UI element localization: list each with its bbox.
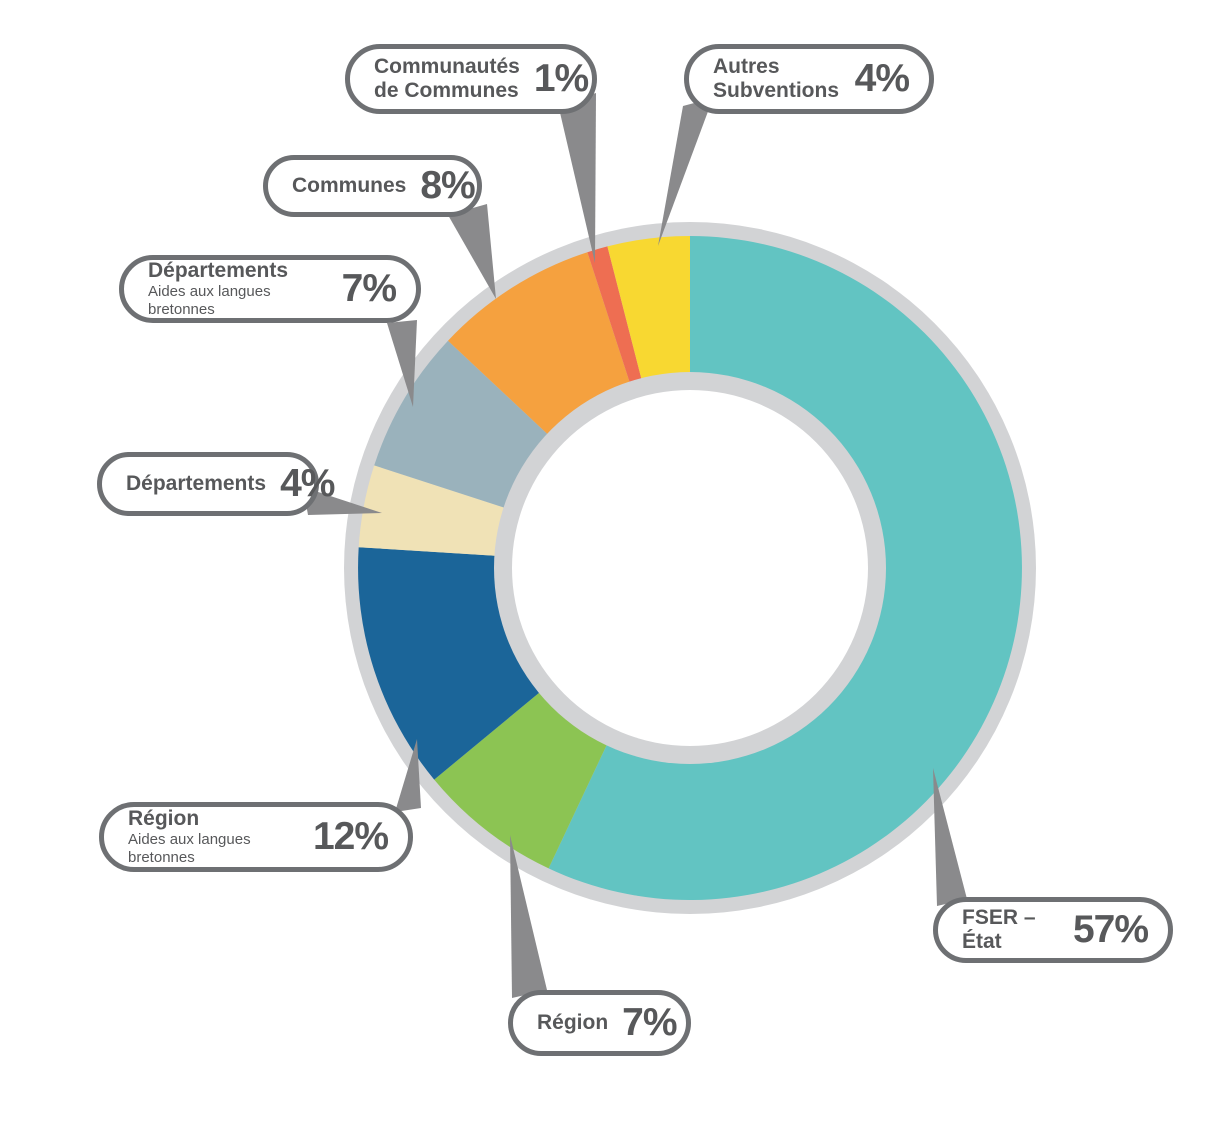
bubble-percent: 7% [341, 267, 397, 310]
bubble-sublabel: Aides aux langues bretonnes [148, 282, 271, 318]
bubble-label: Région [537, 1011, 608, 1035]
leader-communautes-icon [558, 93, 596, 263]
leader-lines [303, 93, 967, 998]
donut-ring [344, 222, 1036, 914]
label-bubble-communes: Communes 8% [263, 155, 482, 217]
bubble-label-line1: Région [537, 1011, 609, 1035]
leader-region-icon [510, 835, 547, 998]
label-bubble-communautes: Communautés de Communes 1% [345, 44, 597, 114]
leader-departements-alb-icon [387, 320, 417, 407]
bubble-label: Communautés de Communes [374, 55, 520, 102]
bubble-percent: 12% [312, 815, 389, 858]
bubble-label-line1: FSER – État [962, 906, 1036, 953]
bubble-percent: 4% [280, 462, 335, 505]
bubble-label-line1: Autres [713, 55, 780, 79]
bubble-percent: 4% [854, 57, 910, 100]
bubble-label: Communes [292, 174, 406, 198]
leader-departements-icon [303, 487, 382, 515]
bubble-percent: 8% [420, 164, 475, 207]
leader-autres-icon [658, 98, 713, 246]
bubble-label-line1: Départements [148, 259, 289, 283]
bubble-label: Départements Aides aux langues bretonnes [148, 259, 328, 319]
bubble-label: FSER – État [962, 906, 1059, 953]
leader-communes-icon [448, 204, 496, 299]
label-bubble-region-aides: Région Aides aux langues bretonnes 12% [99, 802, 413, 872]
label-bubble-autres-subventions: Autres Subventions 4% [684, 44, 934, 114]
label-bubble-departements: Départements 4% [97, 452, 335, 516]
bubble-percent: 1% [533, 57, 589, 100]
leader-fser-icon [933, 768, 967, 906]
bubble-label-line1: Communes [292, 174, 407, 198]
label-bubble-departements-aides: Départements Aides aux langues bretonnes… [119, 255, 421, 323]
bubble-label-line1: Région [128, 807, 200, 831]
bubble-percent: 7% [622, 1001, 677, 1044]
bubble-label-line2: de Communes [374, 79, 519, 102]
bubble-label: Départements [126, 472, 266, 496]
bubble-label-line1: Communautés [374, 55, 520, 79]
leader-region-alb-icon [395, 739, 421, 812]
label-bubble-fser-etat: FSER – État 57% [933, 897, 1173, 963]
label-bubble-region: Région 7% [508, 990, 691, 1056]
bubble-label-line1: Départements [126, 472, 267, 496]
bubble-sublabel: Aides aux langues bretonnes [128, 830, 251, 866]
bubble-label: Région Aides aux langues bretonnes [128, 807, 299, 867]
bubble-label: Autres Subventions [713, 55, 839, 102]
bubble-percent: 57% [1072, 908, 1149, 951]
donut-hole [512, 390, 868, 746]
bubble-label-line2: Subventions [713, 79, 840, 102]
